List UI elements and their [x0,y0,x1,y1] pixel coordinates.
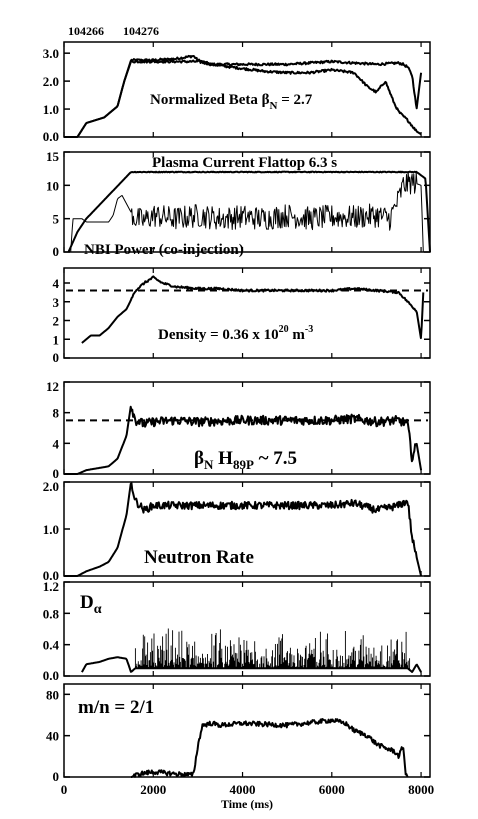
panel-1-series-2 [63,59,422,138]
panel-6-frame [63,581,431,677]
shot-label-1: 104266 [68,24,104,38]
y-tick-label: 2.0 [43,479,59,494]
panel-2-series-2 [70,171,424,253]
y-tick-label: 3 [53,295,60,310]
panel-5-series-1 [63,482,423,577]
y-tick-label: 0.0 [43,668,59,683]
y-tick-label: 1.0 [43,522,59,537]
x-tick-label: 4000 [230,782,256,797]
panel-4-series-1 [63,405,423,475]
y-tick-label: 1.2 [43,579,59,594]
y-tick-label: 4 [53,436,60,451]
panel-2-frame [63,151,431,253]
x-tick-label: 2000 [140,782,166,797]
x-tick-label: 0 [61,782,68,797]
panel-7: 0 40 80 m/n = 2/1 0 2000 4000 6000 8000 Time (ms) [46,683,434,811]
panel-3-frame [63,267,431,359]
y-tick-label: 0 [53,769,60,784]
y-tick-label: 0 [53,244,60,259]
y-tick-label: 0.0 [43,568,59,583]
panel-7-series-1 [130,718,409,778]
panel-6: 0.0 0.4 0.8 1.2 Dα [43,579,431,683]
y-tick-label: 10 [46,178,59,193]
panel-2-annotation-nbi: NBI Power (co-injection) [84,242,244,258]
panel-5-annotation: Neutron Rate [144,547,254,568]
panel-5: 0.0 1.0 2.0 Neutron Rate [43,479,431,583]
panel-2-series-1 [67,170,431,253]
panel-4: 0 4 8 12 βN H89P ~ 7.5 [46,379,431,481]
d-alpha-spikes [134,628,411,670]
panel-3-series-1 [81,275,425,344]
x-tick-label: 6000 [319,782,345,797]
panel-4-annotation: βN H89P ~ 7.5 [194,448,297,472]
y-tick-label: 0 [53,350,60,365]
panel-1-annotation: Normalized Beta βN = 2.7 [150,92,313,112]
y-tick-label: 15 [46,149,60,164]
y-tick-label: 12 [46,379,59,394]
y-tick-label: 0.0 [43,129,59,144]
y-tick-label: 3.0 [43,46,59,61]
y-tick-label: 0 [53,466,60,481]
y-tick-label: 8 [53,406,60,421]
panel-2: 0 5 10 15 Plasma Current Flattop 6.3 s NBI Po… [46,149,431,259]
y-tick-label: 2 [53,314,60,329]
y-tick-label: 2.0 [43,74,59,89]
y-tick-label: 40 [46,729,59,744]
panel-2-annotation: Plasma Current Flattop 6.3 s [152,155,337,171]
x-tick-label: 8000 [408,782,434,797]
panel-6-annotation: Dα [80,592,102,617]
panel-7-frame [63,683,431,778]
y-tick-label: 80 [46,687,59,702]
x-axis-label: Time (ms) [221,797,273,811]
y-tick-label: 1 [53,332,60,347]
y-tick-label: 0.8 [43,606,60,621]
panel-3: 0 1 2 3 4 Density = 0.36 x 1020 m-3 [53,267,431,365]
y-tick-label: 1.0 [43,102,59,117]
y-tick-label: 4 [53,276,60,291]
y-tick-label: 0.4 [43,638,60,653]
shot-labels: 104266 104276 [68,24,159,38]
panel-1-frame [63,41,431,138]
panel-4-frame [63,381,431,475]
panel-6-series-1 [81,656,422,673]
panel-1: 0.0 1.0 2.0 3.0 Normalized Beta βN = 2.7 [43,41,431,144]
panel-7-annotation: m/n = 2/1 [78,697,154,718]
y-tick-label: 5 [53,212,60,227]
panel-3-annotation: Density = 0.36 x 1020 m-3 [158,324,313,343]
shot-label-2: 104276 [123,24,159,38]
